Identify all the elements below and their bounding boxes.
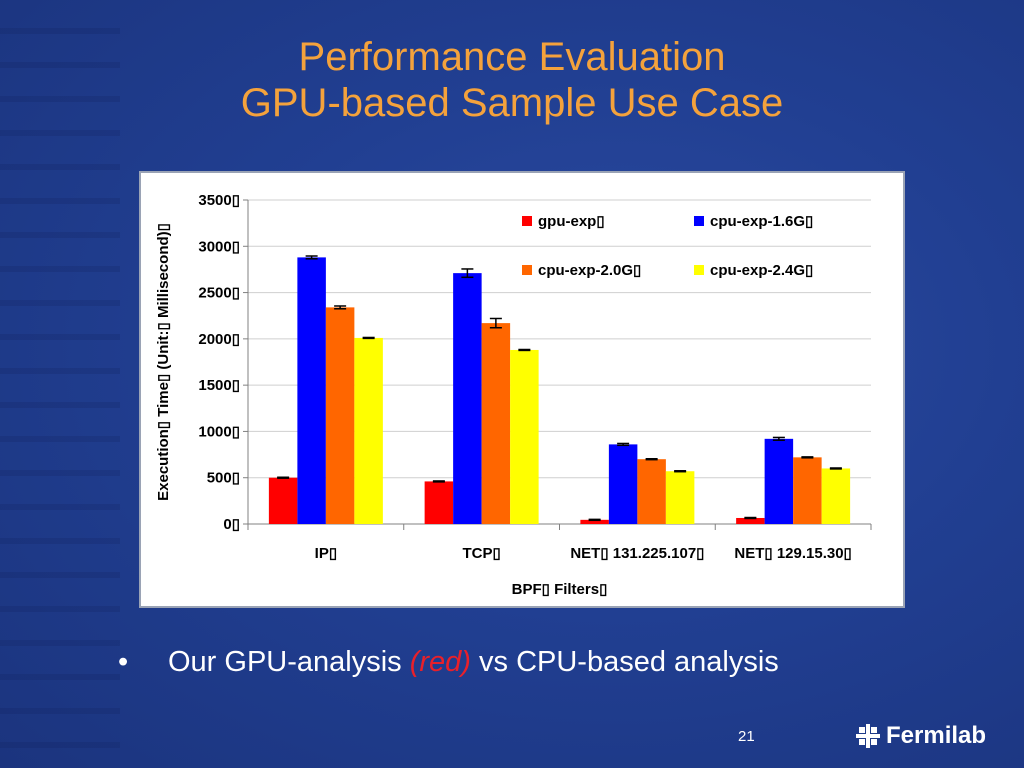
bar bbox=[268, 477, 298, 524]
x-tick-label: TCP▯ bbox=[462, 545, 500, 562]
legend-label: cpu-exp-1.6G▯ bbox=[710, 213, 813, 230]
fermilab-logo-icon bbox=[856, 724, 880, 748]
y-tick-label: 3500▯ bbox=[198, 192, 240, 209]
page-number: 21 bbox=[738, 728, 755, 745]
bar bbox=[325, 307, 355, 524]
y-tick-label: 1500▯ bbox=[198, 377, 240, 394]
bar bbox=[580, 519, 609, 524]
bar bbox=[793, 457, 822, 524]
y-tick-label: 0▯ bbox=[223, 516, 240, 533]
bar bbox=[424, 481, 454, 524]
bar bbox=[637, 459, 666, 524]
x-tick-label: IP▯ bbox=[315, 545, 337, 562]
legend-swatch bbox=[522, 265, 532, 275]
slide-title: Performance Evaluation GPU-based Sample … bbox=[0, 34, 1024, 126]
x-axis-label: BPF▯ Filters▯ bbox=[512, 581, 608, 598]
legend-label: gpu-exp▯ bbox=[538, 213, 605, 230]
bullet-text-suffix: vs CPU-based analysis bbox=[470, 646, 779, 678]
bar bbox=[665, 471, 695, 524]
title-line-2: GPU-based Sample Use Case bbox=[240, 81, 784, 125]
legend-label: cpu-exp-2.0G▯ bbox=[538, 262, 641, 279]
bar bbox=[764, 438, 794, 524]
title-line-1: Performance Evaluation bbox=[298, 35, 726, 79]
legend-label: cpu-exp-2.4G▯ bbox=[710, 262, 813, 279]
bar bbox=[821, 468, 851, 524]
y-tick-label: 2000▯ bbox=[198, 331, 240, 348]
bullet-text-highlight: (red) bbox=[409, 646, 471, 678]
y-tick-label: 2500▯ bbox=[198, 285, 240, 302]
bar bbox=[297, 257, 326, 524]
legend-swatch bbox=[694, 216, 704, 226]
y-tick-label: 1000▯ bbox=[198, 423, 240, 440]
bullet-text-prefix: Our GPU-analysis bbox=[168, 646, 410, 678]
bar-chart: 0▯ 500▯ 1000▯ 1500▯ 2000▯ 2500▯ 3000▯ 3500▯ IP▯ T… bbox=[155, 192, 872, 598]
chart-container: 0▯ 500▯ 1000▯ 1500▯ 2000▯ 2500▯ 3000▯ 3500▯ IP▯ T… bbox=[139, 171, 905, 608]
bar bbox=[510, 349, 539, 524]
bar bbox=[736, 517, 765, 524]
background-decoration bbox=[0, 0, 120, 768]
y-tick-label: 3000▯ bbox=[198, 238, 240, 255]
bar bbox=[354, 337, 383, 524]
y-axis-label: Execution▯ Time▯ (Unit:▯ Millisecond)▯ bbox=[155, 223, 172, 501]
bullet-dot-icon: • bbox=[118, 646, 129, 678]
fermilab-logo: Fermilab bbox=[856, 722, 986, 750]
bar bbox=[481, 323, 511, 524]
y-tick-label: 500▯ bbox=[207, 470, 240, 487]
bar bbox=[608, 444, 638, 524]
x-tick-label: NET▯ 129.15.30▯ bbox=[734, 545, 851, 562]
bullet-point: • Our GPU-analysis (red) vs CPU-based ana… bbox=[118, 646, 779, 679]
legend-swatch bbox=[522, 216, 532, 226]
bar bbox=[453, 273, 482, 524]
x-tick-label: NET▯ 131.225.107▯ bbox=[570, 545, 704, 562]
logo-text: Fermilab bbox=[886, 722, 987, 749]
legend-swatch bbox=[694, 265, 704, 275]
